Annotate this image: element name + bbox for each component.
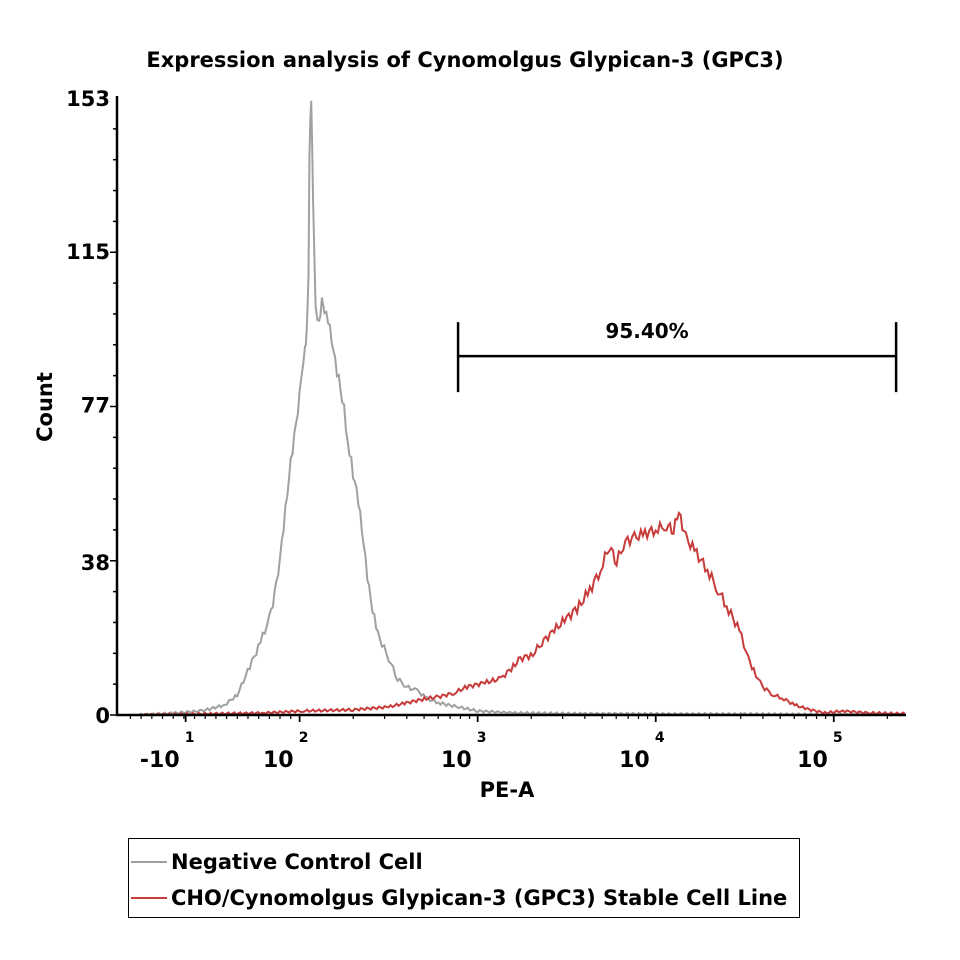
y-axis-label: Count [33,372,57,442]
x-tick-exponent: 4 [655,730,665,746]
legend-item-stable-cell-line: CHO/Cynomolgus Glypican-3 (GPC3) Stable … [131,881,787,915]
gate-marker: 95.40% [456,319,898,393]
series-line-0 [138,100,905,717]
x-tick-base: 10 [263,748,294,773]
y-tick-label: 77 [81,393,110,417]
y-tick-label: 38 [81,551,110,575]
y-tick-label: 0 [95,704,110,728]
x-axis-label: PE-A [480,778,535,802]
legend: Negative Control Cell CHO/Cynomolgus Gly… [128,838,800,918]
legend-item-negative-control: Negative Control Cell [131,845,423,879]
legend-label: CHO/Cynomolgus Glypican-3 (GPC3) Stable … [171,886,788,910]
y-ticks: 0 38 77 115 153 [66,87,117,728]
plot-area [138,100,906,717]
series-line-1 [139,510,906,717]
x-tick-base: -10 [140,748,180,773]
x-tick-exponent: 2 [299,730,309,746]
x-tick-exponent: 5 [833,730,843,746]
x-tick-base: 10 [797,748,828,773]
y-tick-label: 115 [66,240,110,264]
legend-swatch-red [131,897,167,899]
chart-title: Expression analysis of Cynomolgus Glypic… [146,48,783,72]
x-ticks: -10 1 10 2 10 3 10 4 10 5 [129,715,888,773]
gate-percentage-label: 95.40% [605,319,688,343]
x-tick-exponent: 3 [477,730,487,746]
x-tick-base: 10 [619,748,650,773]
x-tick-base: 10 [441,748,472,773]
legend-label: Negative Control Cell [171,850,423,874]
legend-swatch-gray [131,861,167,863]
x-tick-exponent: 1 [185,730,195,746]
y-tick-label: 153 [66,87,110,111]
